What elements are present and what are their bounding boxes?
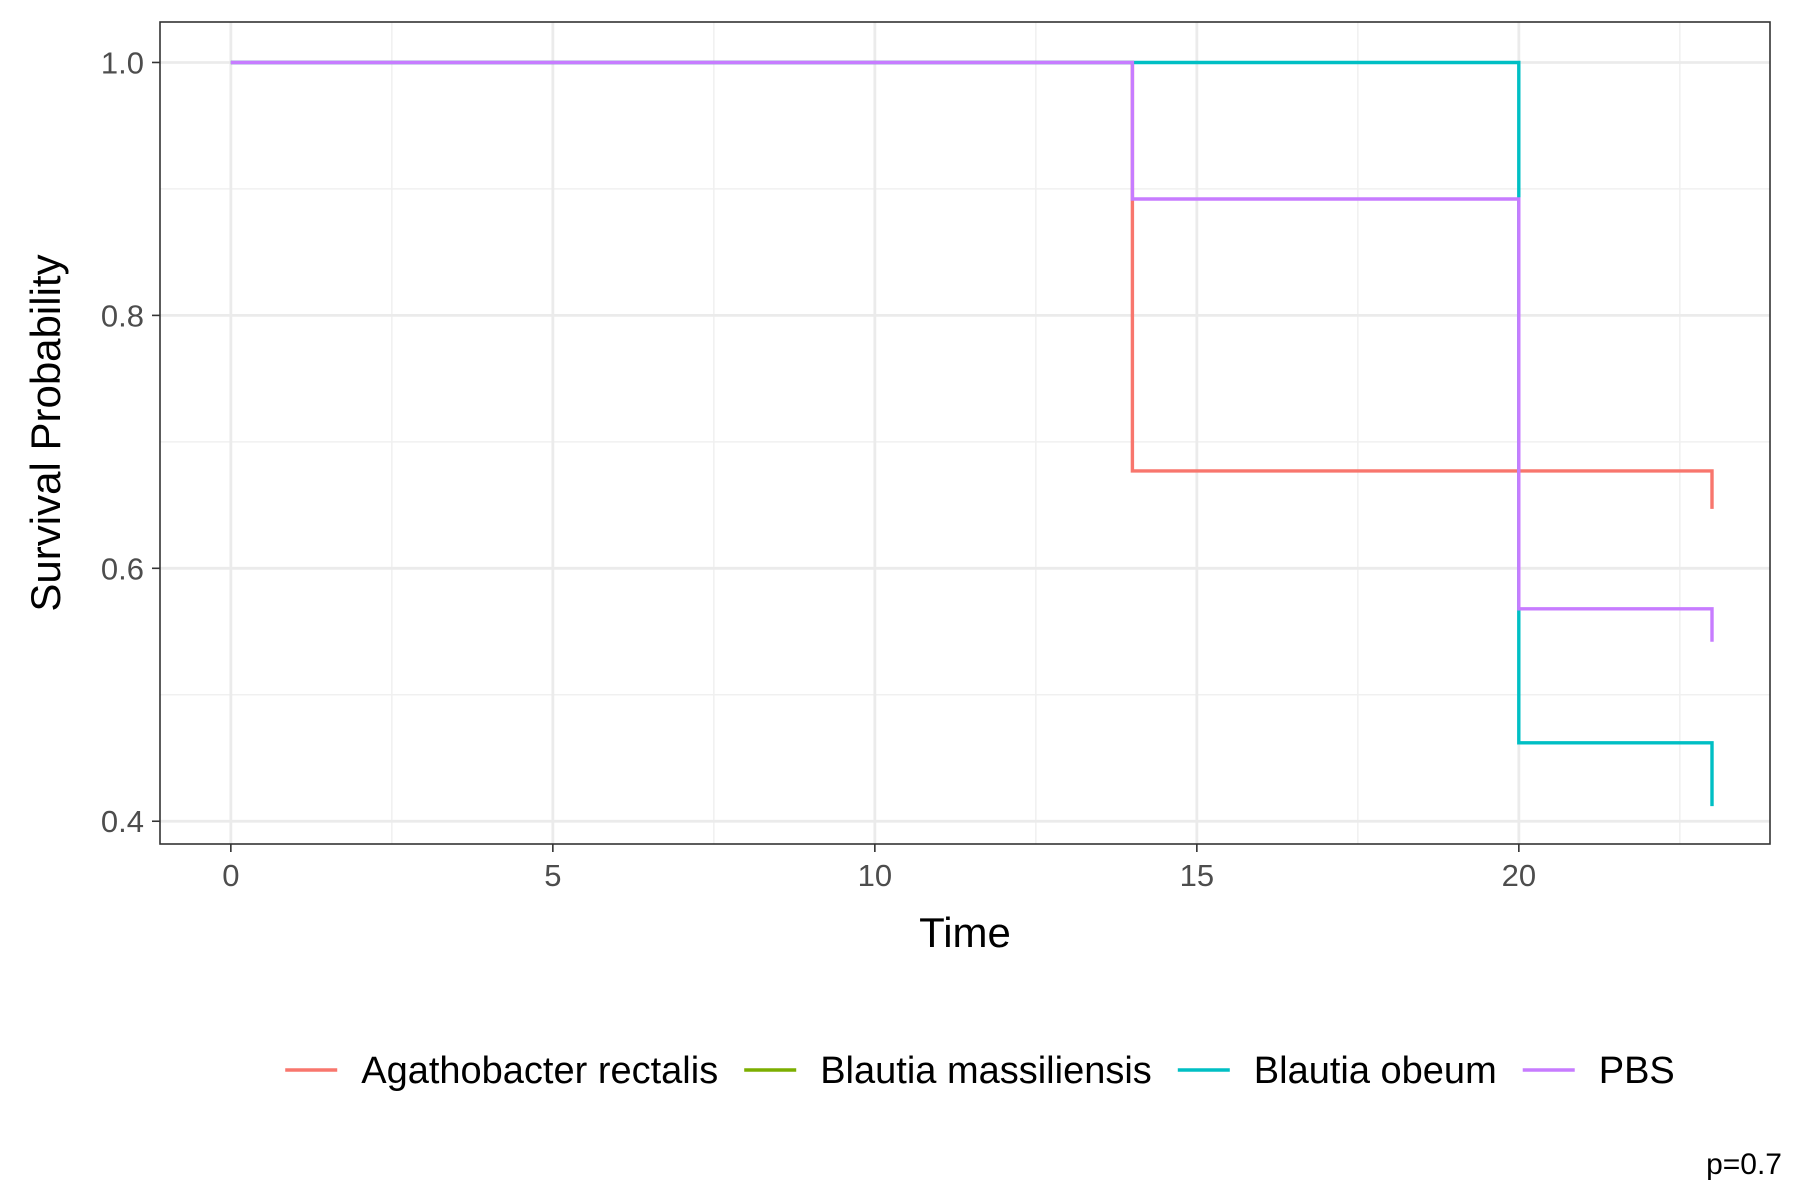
plot-panel-border: [159, 21, 1771, 845]
y-tick-label: 0.8: [101, 298, 144, 333]
x-axis-title: Time: [919, 909, 1011, 956]
series-line-pbs: [230, 60, 1714, 642]
x-tick-label: 10: [858, 858, 892, 893]
y-tick-label: 0.4: [101, 804, 144, 839]
survival-curves: [230, 60, 1714, 807]
y-tick-label: 0.6: [101, 551, 144, 586]
y-tick-label: 1.0: [101, 45, 144, 80]
x-axis: 0 5 10 15 20: [222, 844, 1536, 893]
x-tick-label: 0: [222, 858, 239, 893]
y-axis-title: Survival Probability: [22, 254, 69, 611]
p-value-annotation: p=0.7: [1706, 1148, 1782, 1181]
y-axis: 0.4 0.6 0.8 1.0: [101, 45, 160, 839]
legend-label-agathobacter-rectalis: Agathobacter rectalis: [361, 1050, 718, 1092]
minor-gridlines: [160, 22, 1770, 844]
legend: Agathobacter rectalis Blautia massiliensi…: [285, 1050, 1675, 1092]
x-tick-label: 5: [544, 858, 561, 893]
x-tick-label: 15: [1180, 858, 1214, 893]
plot-panel-background: [160, 22, 1770, 844]
legend-label-blautia-obeum: Blautia obeum: [1254, 1050, 1497, 1092]
legend-label-blautia-massiliensis: Blautia massiliensis: [820, 1050, 1152, 1092]
x-tick-label: 20: [1502, 858, 1536, 893]
legend-label-pbs: PBS: [1599, 1050, 1675, 1092]
